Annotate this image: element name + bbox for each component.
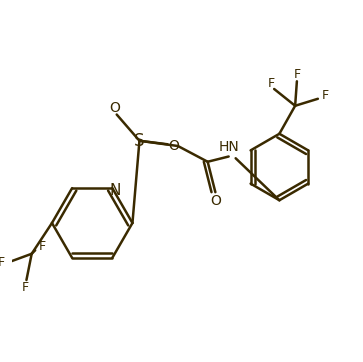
Text: F: F: [0, 256, 5, 269]
Text: O: O: [168, 139, 179, 153]
Text: O: O: [110, 101, 121, 114]
Text: F: F: [293, 68, 301, 81]
Text: O: O: [210, 194, 221, 208]
Text: F: F: [268, 77, 275, 90]
Text: F: F: [321, 89, 329, 102]
Text: F: F: [38, 240, 46, 253]
Text: S: S: [134, 132, 145, 150]
Text: N: N: [109, 184, 121, 198]
Text: HN: HN: [219, 140, 240, 154]
Text: F: F: [22, 281, 29, 294]
